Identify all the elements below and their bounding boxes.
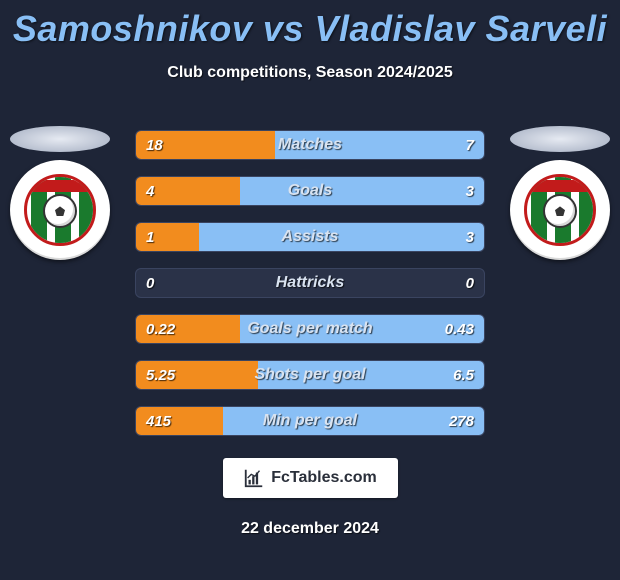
pedestal-right — [510, 126, 610, 152]
stat-value-right: 6.5 — [453, 367, 474, 384]
page-title: Samoshnikov vs Vladislav Sarveli — [0, 0, 620, 50]
stat-label: Shots per goal — [254, 366, 365, 384]
stat-value-left: 5.25 — [146, 367, 175, 384]
stat-row: 415 Min per goal 278 — [135, 406, 485, 436]
stat-value-right: 3 — [466, 183, 474, 200]
crest-lokomotiv-right — [524, 174, 596, 246]
stat-row: 4 Goals 3 — [135, 176, 485, 206]
stat-value-right: 278 — [449, 413, 474, 430]
stat-value-right: 0.43 — [445, 321, 474, 338]
stat-value-right: 7 — [466, 137, 474, 154]
stat-row: 1 Assists 3 — [135, 222, 485, 252]
stat-value-right: 3 — [466, 229, 474, 246]
stats-container: 18 Matches 7 4 Goals 3 1 Assists 3 0 Hattricks 0 0.2… — [135, 130, 485, 436]
team-badge-left — [10, 160, 110, 260]
stat-value-left: 0.22 — [146, 321, 175, 338]
stat-value-left: 1 — [146, 229, 154, 246]
stat-row: 5.25 Shots per goal 6.5 — [135, 360, 485, 390]
stat-label: Goals — [288, 182, 332, 200]
stat-label: Min per goal — [263, 412, 357, 430]
chart-icon — [243, 467, 265, 489]
bar-right — [199, 223, 484, 251]
stat-value-left: 0 — [146, 275, 154, 292]
stat-value-right: 0 — [466, 275, 474, 292]
stat-label: Hattricks — [276, 274, 344, 292]
stat-label: Goals per match — [247, 320, 372, 338]
footer-date: 22 december 2024 — [0, 520, 620, 538]
stat-label: Assists — [282, 228, 339, 246]
brand-text: FcTables.com — [271, 469, 377, 487]
bar-right — [240, 177, 484, 205]
stat-label: Matches — [278, 136, 342, 154]
stat-value-left: 18 — [146, 137, 163, 154]
crest-lokomotiv-left — [24, 174, 96, 246]
pedestal-left — [10, 126, 110, 152]
stat-row: 18 Matches 7 — [135, 130, 485, 160]
subtitle: Club competitions, Season 2024/2025 — [0, 64, 620, 82]
team-badge-right — [510, 160, 610, 260]
stat-value-left: 415 — [146, 413, 171, 430]
brand-logo[interactable]: FcTables.com — [223, 458, 398, 498]
stat-row: 0.22 Goals per match 0.43 — [135, 314, 485, 344]
stat-value-left: 4 — [146, 183, 154, 200]
stat-row: 0 Hattricks 0 — [135, 268, 485, 298]
